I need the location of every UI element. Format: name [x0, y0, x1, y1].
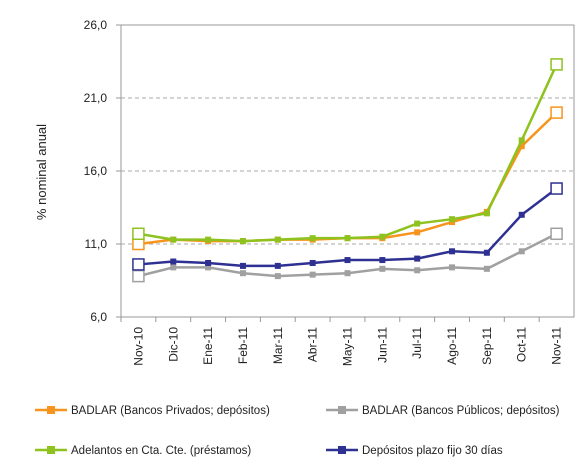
data-point — [379, 265, 386, 272]
legend-label: Depósitos plazo fijo 30 días — [362, 445, 503, 457]
data-point — [550, 58, 563, 71]
legend-label: BADLAR (Bancos Privados; depósitos) — [71, 405, 270, 417]
data-point — [379, 257, 386, 264]
data-point — [379, 233, 386, 240]
data-point — [205, 264, 212, 271]
data-point — [170, 258, 177, 265]
y-tick-label: 11,0 — [85, 237, 108, 251]
x-tick-label: Nov-11 — [550, 327, 564, 365]
data-point — [309, 235, 316, 242]
data-point — [550, 106, 563, 119]
data-point — [449, 248, 456, 255]
data-point — [449, 216, 456, 223]
data-point — [414, 229, 421, 236]
series-line — [138, 63, 558, 243]
data-point — [344, 235, 351, 242]
data-point — [550, 227, 563, 241]
data-point — [239, 238, 246, 245]
y-tick-label: 21,0 — [84, 91, 108, 105]
data-point — [132, 227, 145, 241]
y-tick-label: 26,0 — [84, 18, 108, 32]
data-point — [132, 269, 145, 283]
data-point — [132, 237, 145, 251]
x-tick-label: Nov-10 — [131, 327, 145, 366]
data-point — [170, 264, 177, 271]
legend-marker — [47, 406, 55, 414]
data-point — [518, 137, 525, 144]
data-point — [205, 236, 212, 243]
x-tick-label: Abr-11 — [306, 327, 320, 362]
data-point — [344, 270, 351, 277]
data-point — [518, 248, 525, 255]
y-tick-label: 16,0 — [84, 164, 108, 178]
x-tick-label: Ene-11 — [201, 327, 215, 365]
data-point — [483, 210, 490, 217]
legend-label: Adelantos en Cta. Cte. (préstamos) — [71, 445, 251, 457]
x-tick-label: Jul-11 — [410, 327, 424, 359]
legend-label: BADLAR (Bancos Públicos; depósitos) — [362, 405, 560, 417]
series-line — [138, 111, 558, 246]
data-point — [414, 220, 421, 227]
data-point — [483, 265, 490, 272]
data-point — [274, 262, 281, 269]
x-tick-label: Oct-11 — [515, 327, 529, 362]
data-point — [170, 236, 177, 243]
data-point — [449, 264, 456, 271]
data-point — [518, 143, 525, 150]
x-tick-label: Sep-11 — [480, 327, 494, 365]
data-point — [274, 236, 281, 243]
data-point — [483, 249, 490, 256]
data-point — [550, 182, 563, 195]
y-axis-label: % nominal anual — [34, 124, 49, 220]
data-point — [132, 258, 145, 271]
data-point — [414, 255, 421, 262]
legend-marker — [47, 446, 55, 454]
legend-marker — [338, 406, 346, 414]
x-tick-label: Feb-11 — [236, 327, 250, 364]
data-point — [344, 257, 351, 264]
data-point — [414, 267, 421, 274]
legend-marker — [338, 446, 346, 454]
data-point — [274, 273, 281, 280]
x-tick-label: Jun-11 — [375, 327, 389, 363]
x-tick-label: May-11 — [341, 327, 355, 366]
x-tick-label: Ago-11 — [445, 327, 459, 365]
x-tick-label: Mar-11 — [271, 327, 285, 364]
data-point — [239, 262, 246, 269]
data-point — [518, 211, 525, 218]
data-point — [205, 259, 212, 266]
x-tick-label: Dic-10 — [166, 327, 180, 362]
data-point — [309, 259, 316, 266]
data-point — [239, 270, 246, 277]
y-tick-label: 6,0 — [90, 310, 107, 324]
data-point — [309, 271, 316, 278]
